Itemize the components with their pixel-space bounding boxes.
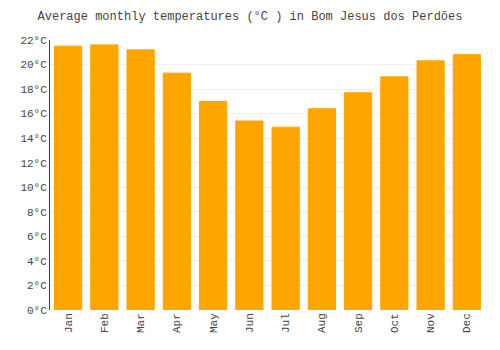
- svg-text:8°C: 8°C: [27, 207, 47, 219]
- svg-text:Feb: Feb: [99, 313, 111, 333]
- svg-text:Sep: Sep: [353, 313, 365, 333]
- svg-text:Average monthly temperatures (: Average monthly temperatures (°C ) in Bo…: [38, 10, 463, 24]
- svg-text:Aug: Aug: [316, 313, 328, 333]
- svg-text:10°C: 10°C: [20, 182, 47, 194]
- svg-text:20°C: 20°C: [20, 59, 47, 71]
- svg-text:Jul: Jul: [280, 313, 292, 333]
- svg-text:0°C: 0°C: [27, 305, 47, 317]
- svg-text:16°C: 16°C: [20, 108, 47, 120]
- svg-text:4°C: 4°C: [27, 256, 47, 268]
- svg-text:Apr: Apr: [171, 313, 183, 333]
- svg-text:Jun: Jun: [244, 313, 256, 333]
- svg-text:22°C: 22°C: [20, 35, 47, 47]
- svg-text:Jan: Jan: [63, 313, 75, 333]
- svg-text:Mar: Mar: [135, 313, 147, 333]
- svg-text:Dec: Dec: [461, 313, 473, 333]
- svg-text:May: May: [208, 313, 220, 333]
- svg-text:Oct: Oct: [389, 313, 401, 333]
- svg-text:Nov: Nov: [425, 313, 437, 333]
- svg-text:12°C: 12°C: [20, 158, 47, 170]
- svg-text:2°C: 2°C: [27, 280, 47, 292]
- svg-text:18°C: 18°C: [20, 84, 47, 96]
- svg-text:6°C: 6°C: [27, 231, 47, 243]
- svg-text:14°C: 14°C: [20, 133, 47, 145]
